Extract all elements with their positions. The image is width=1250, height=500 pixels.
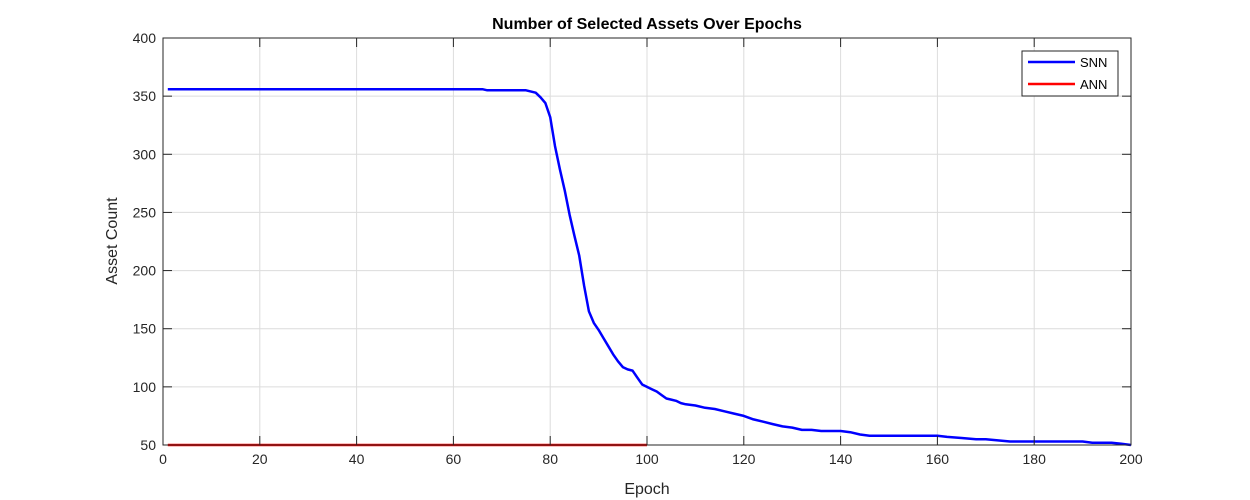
x-axis-label: Epoch: [624, 481, 669, 498]
y-tick-label: 300: [133, 146, 157, 162]
series-line-snn: [167, 87, 1132, 447]
legend: SNN ANN: [1021, 50, 1119, 97]
x-tick-label: 180: [1023, 451, 1047, 467]
chart-title: Number of Selected Assets Over Epochs: [492, 16, 802, 33]
y-tick-label: 50: [140, 437, 156, 453]
y-tick-label: 250: [133, 204, 157, 220]
x-tick-label: 60: [446, 451, 462, 467]
legend-entry-ann: ANN: [1080, 77, 1107, 92]
x-tick-label: 20: [252, 451, 268, 467]
tick-labels: 0 20 40 60 80 100 120 140 160 180 200 50 100 150 200 25…: [133, 30, 1143, 467]
x-tick-label: 40: [349, 451, 365, 467]
ticks: [162, 37, 1132, 446]
x-tick-label: 100: [635, 451, 659, 467]
legend-box: [1021, 50, 1119, 97]
x-tick-label: 140: [829, 451, 853, 467]
x-tick-label: 120: [732, 451, 756, 467]
grid: [163, 38, 1131, 445]
y-tick-label: 100: [133, 379, 157, 395]
legend-entry-snn: SNN: [1080, 55, 1107, 70]
y-tick-label: 200: [133, 263, 157, 279]
x-tick-label: 80: [542, 451, 558, 467]
y-axis-label: Asset Count: [104, 197, 121, 285]
y-tick-label: 400: [133, 30, 157, 46]
x-tick-label: 160: [926, 451, 950, 467]
x-tick-label: 200: [1119, 451, 1143, 467]
y-tick-label: 350: [133, 88, 157, 104]
x-tick-label: 0: [159, 451, 167, 467]
y-tick-label: 150: [133, 321, 157, 337]
